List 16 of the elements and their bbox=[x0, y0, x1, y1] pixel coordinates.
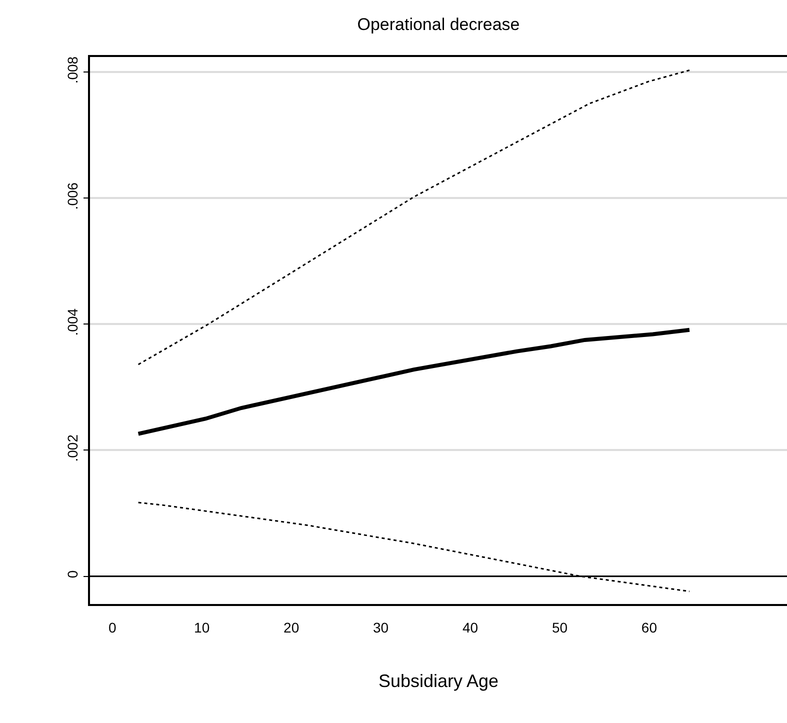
y-tick-label: .006 bbox=[64, 182, 81, 210]
line-series bbox=[136, 328, 692, 436]
x-tick-label: 0 bbox=[108, 620, 116, 636]
x-tick-label: 60 bbox=[641, 620, 658, 636]
x-tick-label: 30 bbox=[373, 620, 389, 636]
line-series bbox=[138, 69, 690, 366]
x-tick-label: 20 bbox=[284, 620, 300, 636]
x-axis-title: Subsidiary Age bbox=[378, 671, 499, 692]
y-tick-label: .008 bbox=[64, 56, 81, 84]
x-tick-label: 50 bbox=[552, 620, 568, 636]
y-tick-label: .002 bbox=[64, 434, 81, 462]
y-tick-label: 0 bbox=[64, 570, 81, 578]
y-tick-label: .004 bbox=[64, 308, 81, 336]
chart-title: Operational decrease bbox=[357, 14, 520, 34]
x-tick-label: 10 bbox=[194, 620, 210, 636]
x-tick-label: 40 bbox=[462, 620, 478, 636]
